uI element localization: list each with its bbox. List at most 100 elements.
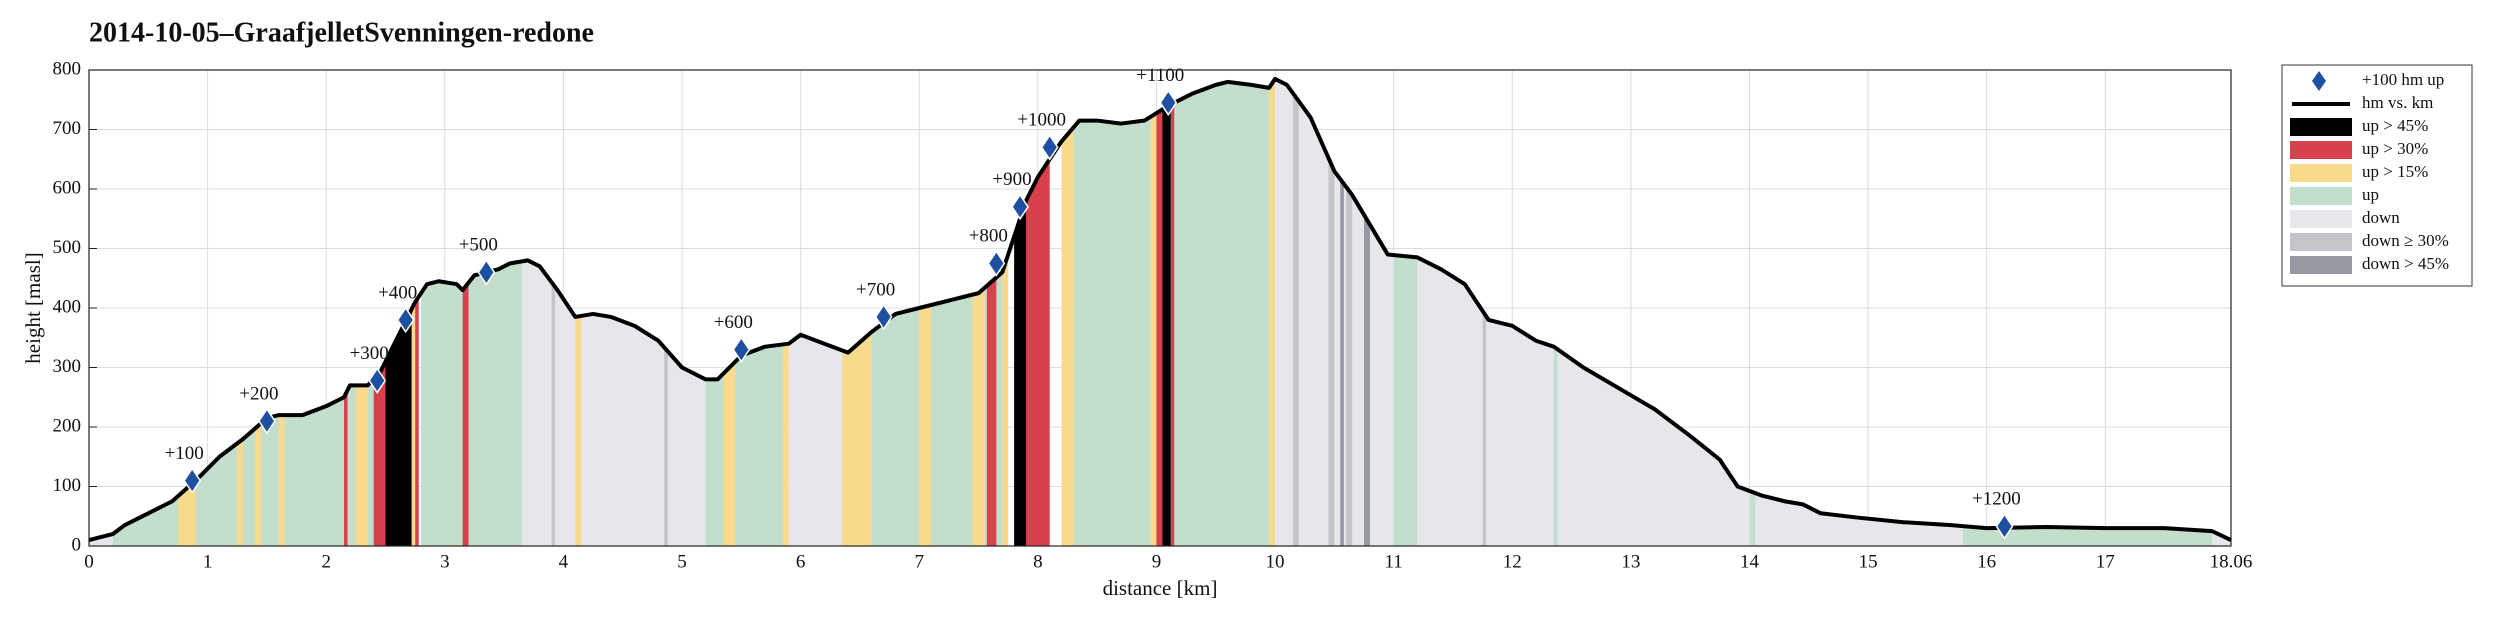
x-tick-label: 6 bbox=[796, 551, 806, 572]
legend-label: down bbox=[2362, 208, 2400, 227]
gradient-band bbox=[1162, 104, 1171, 546]
gradient-band bbox=[664, 347, 668, 546]
marker bbox=[1995, 513, 2014, 540]
gradient-band bbox=[551, 282, 556, 546]
legend-swatch bbox=[2290, 233, 2352, 251]
marker-label: +300 bbox=[350, 343, 389, 364]
gradient-band bbox=[1025, 159, 1050, 546]
gradient-band bbox=[972, 287, 985, 546]
gradient-band bbox=[462, 282, 469, 546]
x-tick-label: 8 bbox=[1033, 551, 1043, 572]
x-tick-label: 16 bbox=[1977, 551, 1996, 572]
marker-label: +900 bbox=[992, 169, 1031, 190]
marker-label: +400 bbox=[378, 282, 417, 303]
gradient-band bbox=[782, 343, 789, 546]
marker bbox=[987, 250, 1006, 277]
legend-swatch bbox=[2290, 210, 2352, 228]
legend-label: down ≥ 30% bbox=[2362, 231, 2449, 250]
marker bbox=[477, 258, 496, 286]
marker-label: +100 bbox=[165, 443, 204, 464]
marker-label: +800 bbox=[969, 226, 1008, 247]
marker bbox=[1011, 193, 1029, 221]
gradient-band bbox=[1150, 113, 1157, 546]
gradient-band bbox=[1156, 109, 1163, 546]
gradient-band bbox=[278, 415, 285, 546]
legend-swatch bbox=[2290, 164, 2352, 182]
gradient-band bbox=[421, 261, 522, 546]
y-tick-label: 0 bbox=[72, 534, 82, 555]
y-tick-label: 300 bbox=[53, 356, 82, 377]
x-tick-label: 2 bbox=[321, 551, 331, 572]
legend-swatch bbox=[2290, 141, 2352, 159]
marker bbox=[732, 336, 751, 364]
gradient-band bbox=[237, 438, 244, 546]
chart-title: 2014-10-05–GraafjelletSvenningen-redone bbox=[89, 17, 594, 48]
x-tick-label: 5 bbox=[677, 551, 687, 572]
x-tick-label: 12 bbox=[1503, 551, 1522, 572]
gradient-band bbox=[986, 277, 997, 546]
marker bbox=[1159, 89, 1178, 117]
gradient-band bbox=[575, 315, 582, 546]
gradient-band bbox=[1292, 93, 1299, 547]
gradient-band bbox=[788, 334, 849, 546]
marker-label: +1200 bbox=[1972, 489, 2021, 510]
gradient-band bbox=[1749, 490, 1756, 546]
gradient-band bbox=[1269, 78, 1276, 547]
x-tick-label: 18.06 bbox=[2210, 551, 2253, 572]
gradient-band bbox=[1553, 346, 1558, 546]
gradient-band bbox=[1962, 526, 2213, 546]
x-tick-label: 9 bbox=[1152, 551, 1162, 572]
legend-label: +100 hm up bbox=[2362, 70, 2444, 89]
gradient-band bbox=[842, 331, 872, 546]
marker bbox=[396, 306, 415, 334]
marker-label: +200 bbox=[239, 383, 278, 404]
gradient-band bbox=[1002, 254, 1009, 546]
x-tick-label: 14 bbox=[1740, 551, 1760, 572]
x-tick-label: 13 bbox=[1621, 551, 1640, 572]
x-axis-label: distance [km] bbox=[1103, 576, 1218, 600]
marker-label: +700 bbox=[856, 279, 895, 300]
x-tick-label: 10 bbox=[1266, 551, 1285, 572]
x-tick-label: 3 bbox=[440, 551, 450, 572]
x-tick-label: 7 bbox=[914, 551, 924, 572]
x-tick-label: 1 bbox=[203, 551, 213, 572]
y-axis-label: height [masl] bbox=[21, 252, 45, 363]
plot-frame bbox=[88, 69, 2232, 547]
legend-swatch bbox=[2290, 118, 2352, 136]
x-tick-label: 17 bbox=[2096, 551, 2115, 572]
gradient-band bbox=[355, 385, 368, 546]
y-tick-label: 800 bbox=[53, 58, 82, 79]
gradient-band bbox=[1061, 127, 1074, 547]
gradient-band bbox=[1340, 179, 1344, 547]
legend-swatch bbox=[2290, 187, 2352, 205]
marker bbox=[258, 407, 276, 435]
gradient-band bbox=[723, 361, 736, 546]
y-tick-label: 600 bbox=[53, 177, 82, 198]
gradient-band bbox=[1393, 255, 1418, 547]
gradient-band bbox=[1269, 78, 2231, 547]
marker-label: +1100 bbox=[1136, 65, 1184, 86]
gradient-band bbox=[255, 423, 261, 546]
x-tick-label: 11 bbox=[1385, 551, 1403, 572]
marker bbox=[368, 367, 387, 394]
profile-line bbox=[88, 76, 2232, 542]
gradient-band bbox=[1014, 200, 1026, 546]
marker-label: +1000 bbox=[1017, 110, 1066, 131]
legend-label: up bbox=[2362, 185, 2379, 204]
legend-label: up > 15% bbox=[2362, 162, 2428, 181]
x-tick-label: 4 bbox=[559, 551, 569, 572]
y-tick-label: 400 bbox=[53, 296, 82, 317]
gradient-band bbox=[1328, 157, 1335, 546]
gradient-band bbox=[385, 309, 412, 546]
gradient-band bbox=[373, 361, 386, 546]
gradient-band bbox=[415, 296, 419, 546]
legend-label: up > 30% bbox=[2362, 139, 2428, 158]
marker-label: +600 bbox=[714, 312, 753, 333]
legend-label: up > 45% bbox=[2362, 116, 2428, 135]
gradient-band bbox=[1346, 187, 1353, 546]
marker bbox=[183, 467, 202, 494]
gradient-band bbox=[344, 390, 348, 546]
legend-swatch bbox=[2290, 256, 2352, 274]
gradient-band bbox=[177, 480, 196, 546]
